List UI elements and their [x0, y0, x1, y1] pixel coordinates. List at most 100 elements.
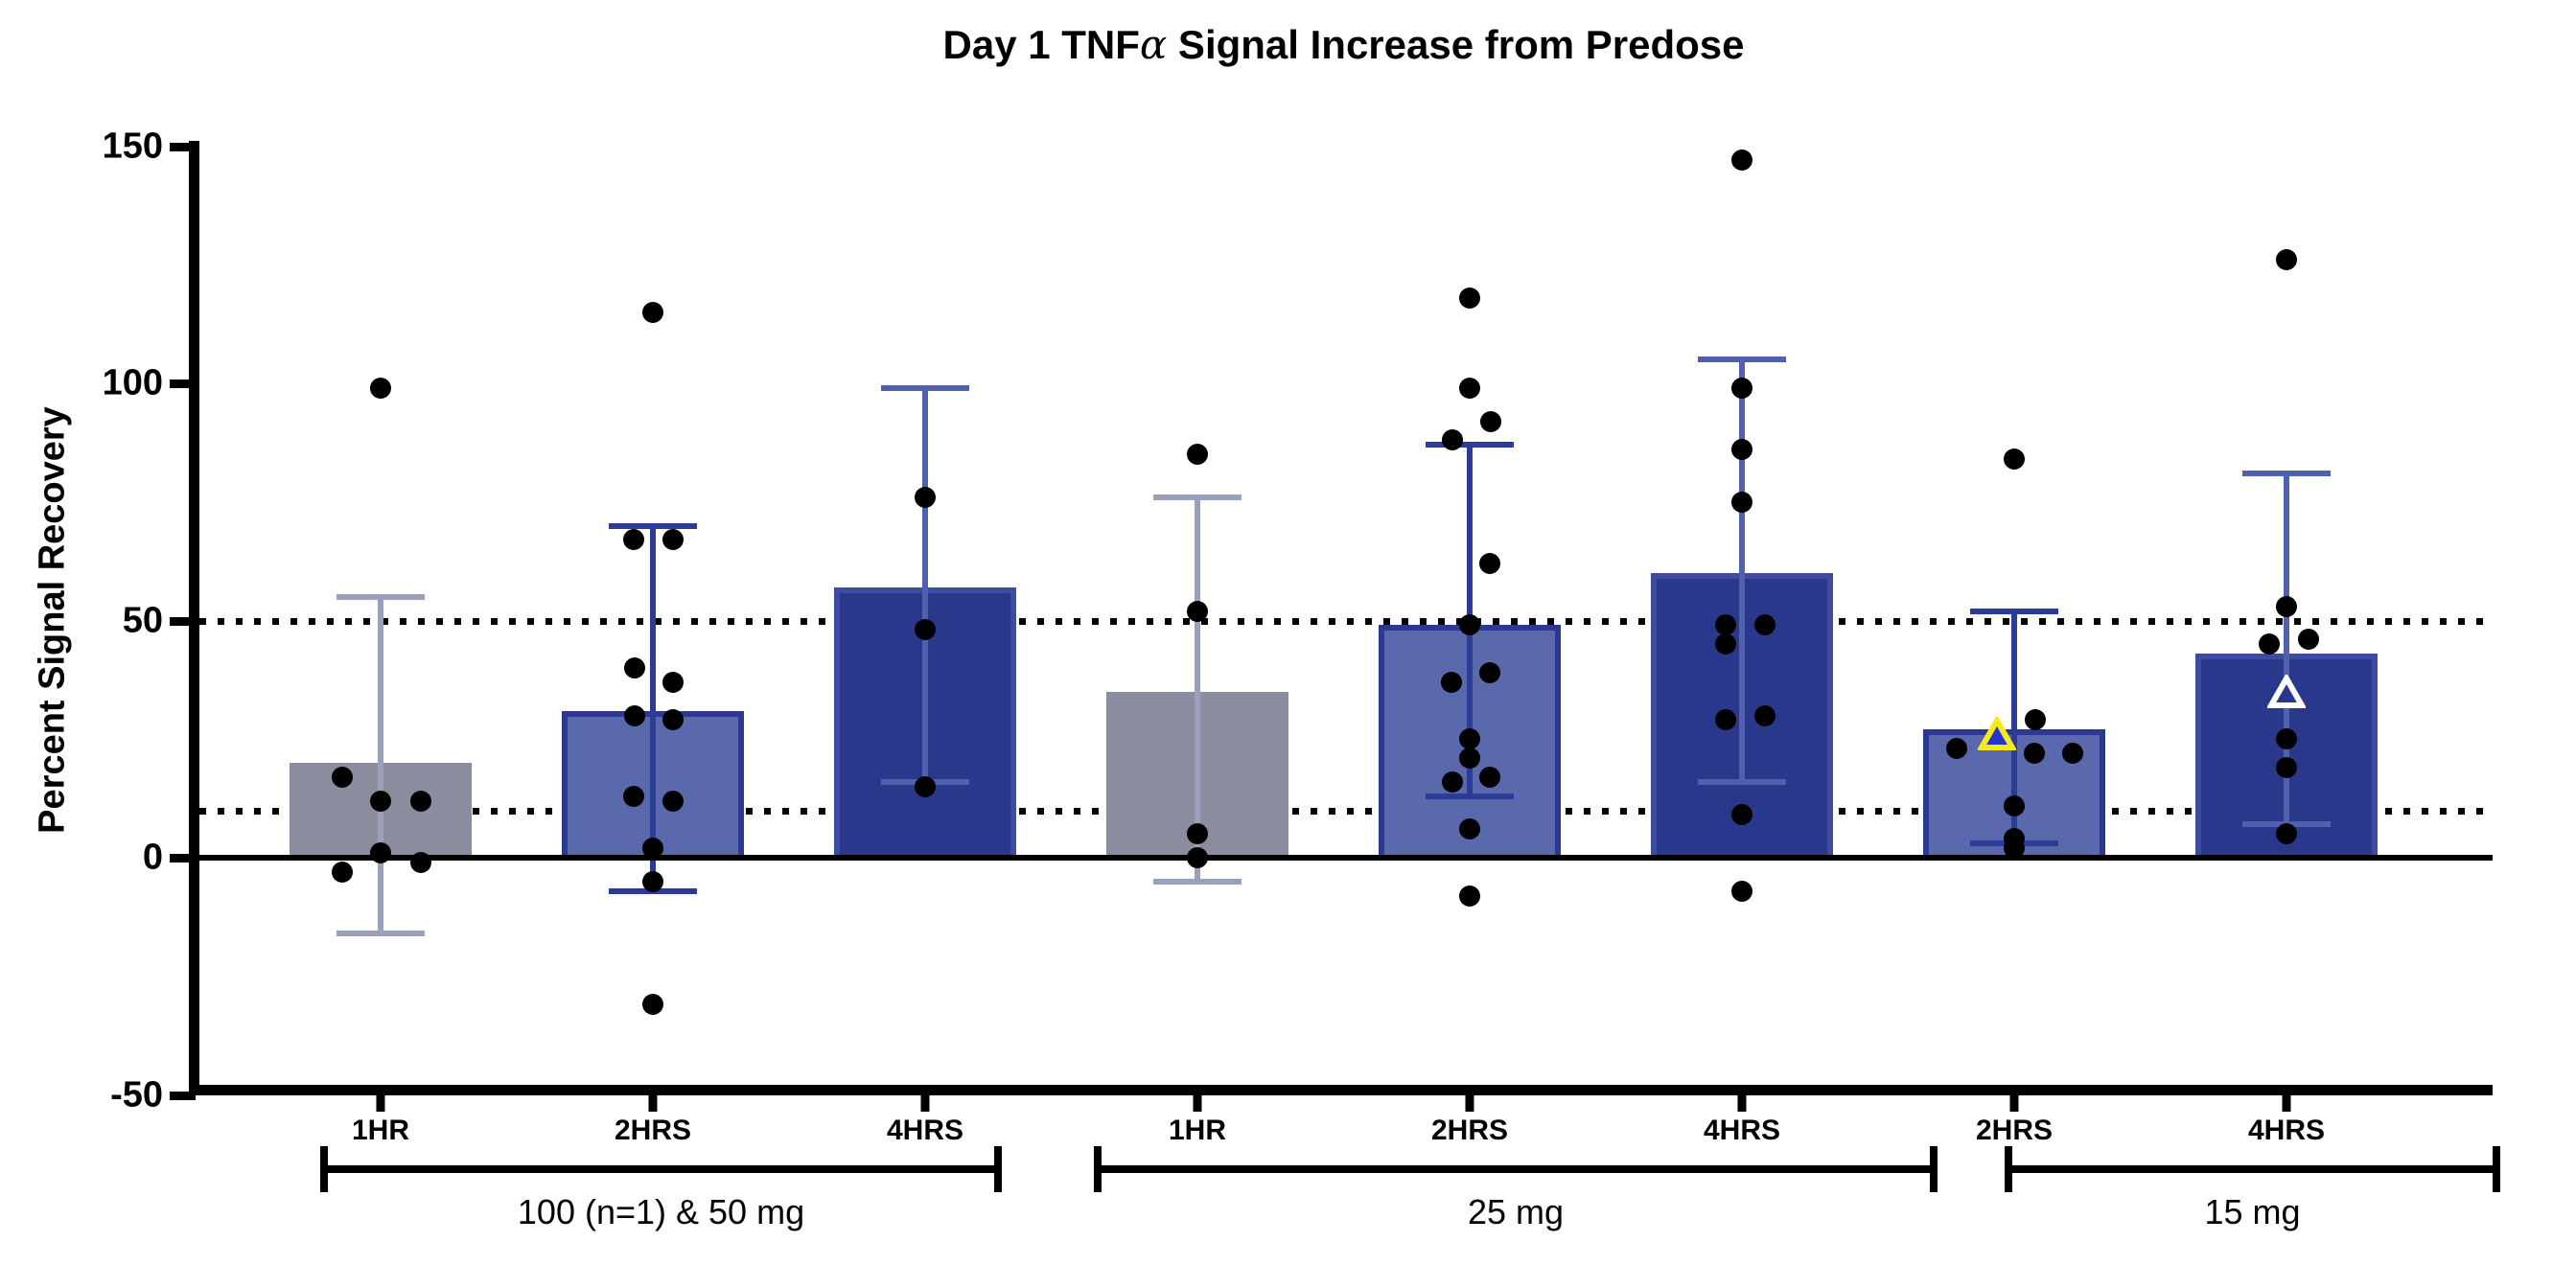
data-point — [2025, 709, 2046, 731]
x-tick — [648, 1095, 658, 1112]
zero-line — [195, 855, 2493, 861]
error-bar-cap-top — [1426, 442, 1514, 448]
error-bar-cap-bottom — [1153, 878, 1242, 885]
data-point — [915, 619, 936, 641]
error-bar — [1739, 359, 1745, 782]
y-tick — [170, 1091, 196, 1100]
data-point — [642, 838, 663, 860]
y-tick-label: 50 — [122, 600, 163, 640]
group-bracket — [320, 1165, 1002, 1173]
data-point — [2276, 728, 2297, 750]
data-point — [1731, 491, 1752, 513]
x-tick — [1193, 1095, 1202, 1112]
data-point — [1459, 287, 1480, 309]
data-point — [1715, 709, 1736, 731]
data-point — [1442, 429, 1463, 451]
data-point — [2276, 595, 2297, 617]
data-point — [1479, 661, 1500, 683]
error-bar — [2284, 473, 2289, 825]
data-point — [2004, 794, 2025, 816]
data-point — [624, 704, 645, 726]
group-bracket-cap-right — [2493, 1146, 2500, 1192]
data-point — [1459, 748, 1480, 770]
group-bracket-cap-right — [994, 1146, 1002, 1192]
data-point — [1731, 804, 1752, 826]
data-point — [1731, 880, 1752, 902]
group-label: 100 (n=1) & 50 mg — [517, 1192, 805, 1231]
x-tick-label-4hrs: 4HRS — [1703, 1115, 1781, 1146]
data-point — [623, 529, 644, 551]
reference-line-50 — [199, 617, 2493, 625]
data-point — [1187, 600, 1208, 622]
error-bar-cap-bottom — [1698, 778, 1786, 785]
chart-title-suffix: Signal Increase from Predose — [1167, 22, 1745, 67]
data-point — [642, 301, 663, 323]
y-tick — [170, 380, 196, 388]
error-bar — [650, 525, 656, 891]
y-tick — [170, 616, 196, 626]
x-axis-baseline — [189, 1085, 2493, 1095]
data-point — [623, 785, 644, 807]
x-tick — [1465, 1095, 1474, 1112]
data-point — [1187, 444, 1208, 466]
data-point — [1459, 728, 1480, 750]
data-point — [1715, 633, 1736, 656]
error-bar — [1195, 496, 1200, 882]
data-point — [1187, 823, 1208, 845]
error-bar-cap-bottom — [337, 931, 425, 937]
data-point — [662, 709, 684, 731]
error-bar-cap-top — [881, 384, 969, 391]
data-point — [915, 486, 936, 508]
error-bar-cap-top — [1970, 608, 2058, 614]
data-point — [662, 790, 684, 812]
y-tick-label: 100 — [102, 362, 163, 403]
alpha-symbol: α — [1139, 21, 1168, 68]
data-point — [1731, 377, 1752, 399]
group-bracket-cap-right — [1930, 1146, 1938, 1192]
data-point — [2259, 633, 2280, 656]
group-label: 25 mg — [1467, 1192, 1565, 1231]
data-point — [1459, 377, 1480, 399]
data-point — [624, 657, 645, 678]
data-point — [2024, 743, 2045, 765]
data-point — [1459, 614, 1480, 636]
data-point — [915, 775, 936, 797]
data-point — [2276, 249, 2297, 271]
error-bar-cap-top — [1698, 356, 1786, 363]
error-bar-cap-top — [1153, 494, 1242, 500]
group-bracket — [2005, 1165, 2500, 1173]
data-point — [1442, 770, 1463, 793]
x-tick-label-4hrs: 4HRS — [2247, 1115, 2326, 1146]
data-point — [410, 790, 431, 812]
data-point — [332, 766, 353, 788]
group-bracket-cap-left — [1094, 1146, 1102, 1192]
data-point — [662, 671, 684, 693]
data-point — [1480, 410, 1501, 432]
x-tick — [920, 1095, 930, 1112]
data-point — [1731, 439, 1752, 461]
x-tick-label-2hrs: 2HRS — [614, 1115, 692, 1146]
error-bar — [2011, 610, 2017, 844]
data-point — [642, 994, 663, 1016]
reference-line-10 — [199, 807, 2493, 815]
data-point — [1441, 671, 1462, 693]
y-tick-label: -50 — [110, 1074, 163, 1115]
x-tick-label-1hr: 1HR — [1168, 1115, 1226, 1146]
error-bar-cap-top — [2242, 471, 2331, 477]
data-point — [642, 870, 663, 892]
x-tick-label-1hr: 1HR — [351, 1115, 409, 1146]
chart-title: Day 1 TNFα Signal Increase from Predose — [195, 21, 2493, 68]
yellow-triangle-marker — [1978, 717, 2016, 751]
data-point — [2004, 838, 2025, 860]
data-point — [332, 861, 353, 883]
data-point — [1459, 885, 1480, 907]
x-tick — [1737, 1095, 1747, 1112]
data-point — [2276, 756, 2297, 778]
data-point — [370, 377, 391, 399]
y-tick — [170, 142, 196, 151]
group-bracket-cap-left — [2005, 1146, 2012, 1192]
error-bar-cap-top — [609, 522, 697, 529]
x-tick — [2009, 1095, 2019, 1112]
error-bar-cap-top — [337, 593, 425, 600]
data-point — [662, 529, 684, 551]
